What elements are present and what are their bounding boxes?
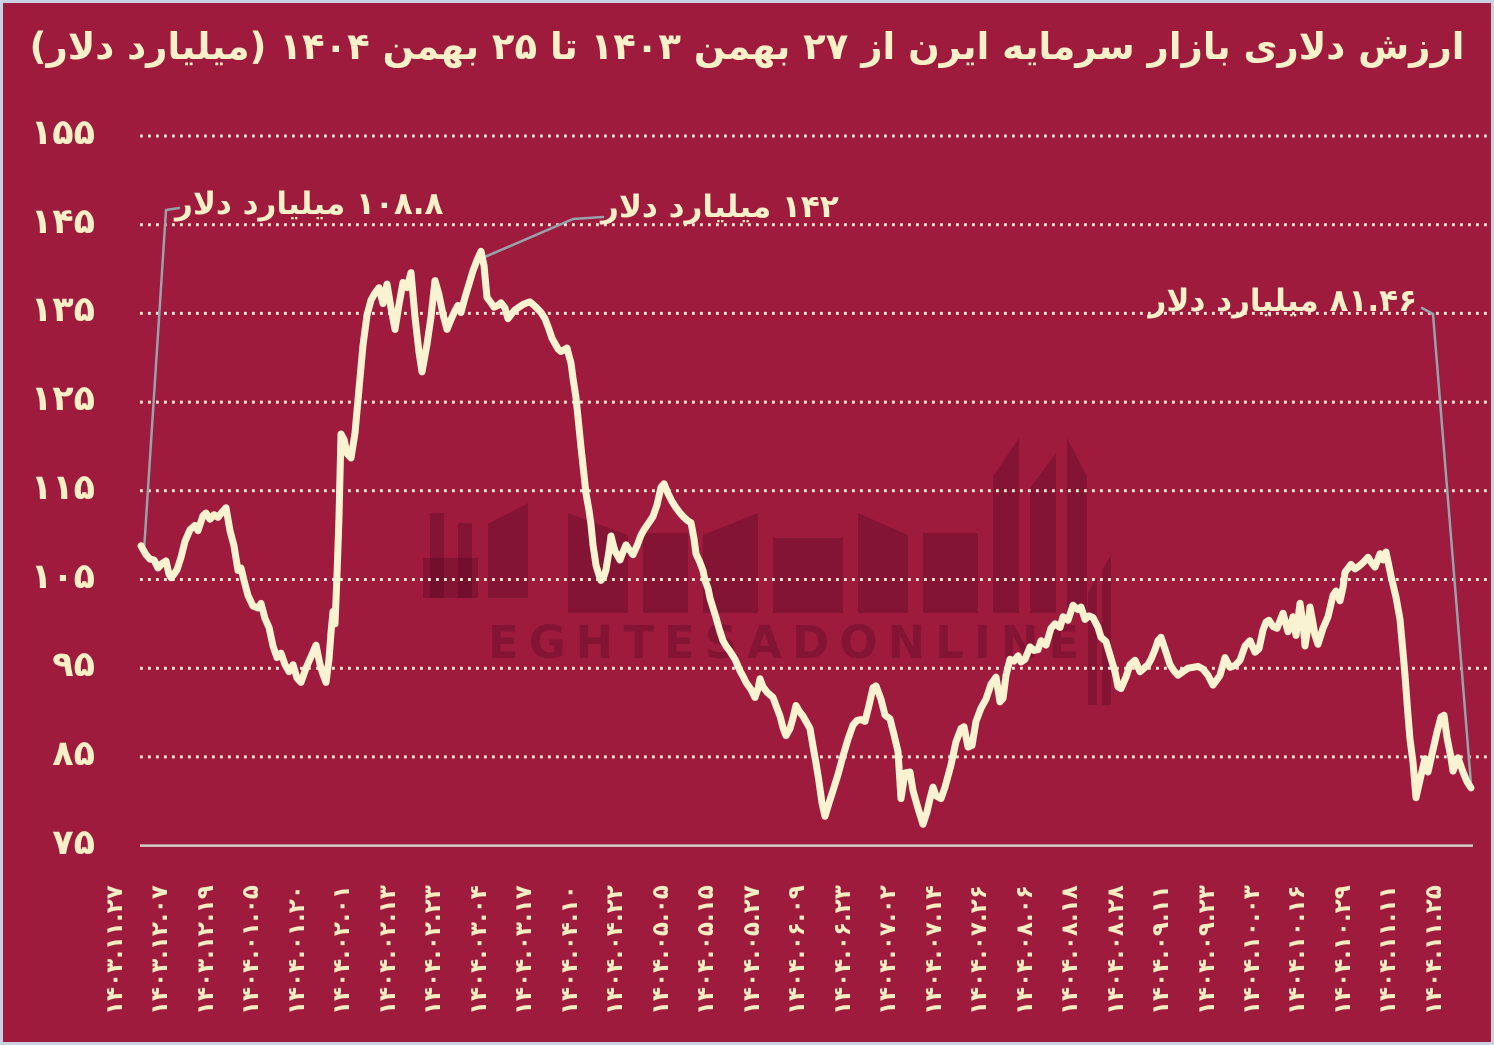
annotation-leader-line-1: [482, 215, 605, 259]
chart-title: ارزش دلاری بازار سرمایه ایرن از ۲۷ بهمن …: [29, 25, 1465, 68]
watermark-shape: [773, 538, 843, 613]
eghtesadonline-watermark-logo: [418, 418, 1118, 668]
watermark-bars-icon: [1088, 555, 1114, 715]
y-axis-tick-label: ۱۰۵: [30, 556, 95, 597]
y-axis-tick-label: ۱۳۵: [30, 290, 95, 331]
y-axis-tick-label: ۱۵۵: [30, 113, 95, 153]
y-axis-tick-label: ۸۵: [52, 733, 95, 774]
annotation-leader-line-0: [142, 206, 181, 553]
watermark-shape: [430, 513, 444, 598]
annotation-leader-line-2: [1420, 306, 1473, 786]
watermark-shape: [1067, 438, 1087, 613]
y-axis-tick-label: ۱۲۵: [30, 379, 95, 420]
watermark-shape: [923, 533, 978, 613]
annotation-end-value: ۸۱.۴۶ میلیارد دلار: [1148, 283, 1417, 319]
annotation-peak-value: ۱۴۲ میلیارد دلار: [601, 189, 839, 225]
data-line: [137, 247, 1475, 828]
watermark-latin-text: EGHTESADONLINE: [488, 616, 1090, 669]
y-axis-tick-label: ۹۵: [52, 645, 95, 686]
y-axis-tick-label: ۱۴۵: [30, 201, 95, 242]
line-chart-canvas: [137, 134, 1491, 847]
y-axis-tick-label: ۱۱۵: [30, 467, 95, 508]
y-axis-tick-label: ۷۵: [52, 822, 95, 863]
annotation-start-value: ۱۰۸.۸ میلیارد دلار: [175, 186, 444, 222]
watermark-shape: [643, 533, 688, 613]
